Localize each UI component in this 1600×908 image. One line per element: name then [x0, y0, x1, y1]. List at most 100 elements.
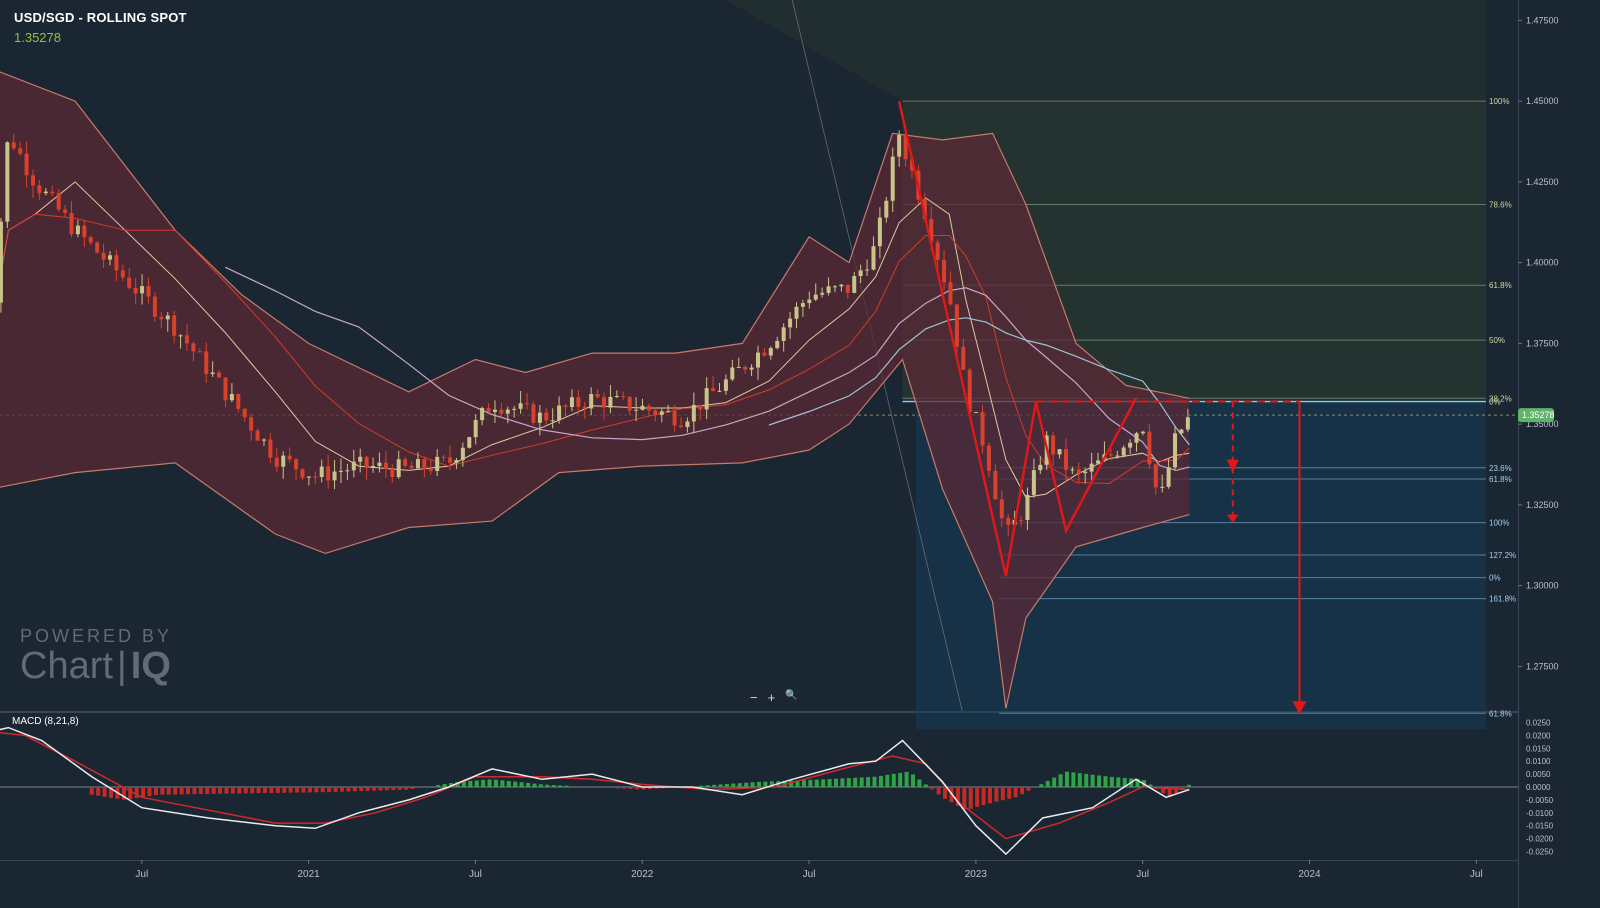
ma-long [768, 317, 1190, 446]
price-tick-label: 1.30000 [1526, 581, 1559, 591]
fib-extension-label: 61.8% [1489, 475, 1512, 484]
candle-body [486, 407, 491, 412]
macd-histogram-bar [1071, 772, 1076, 787]
candle-body [877, 217, 882, 247]
candle-body [326, 466, 331, 481]
zoom-out-button[interactable]: − [750, 690, 758, 705]
time-tick-label: Jul [803, 869, 816, 880]
candle-body [390, 468, 395, 477]
chartiq-watermark: POWERED BY Chart | IQ [20, 626, 172, 688]
candle-body [1025, 494, 1030, 520]
macd-histogram-bar [211, 787, 216, 794]
candle-body [711, 388, 716, 392]
fib-extension-label: 61.8% [1489, 709, 1512, 718]
zoom-reset-icon[interactable]: 🔍 [785, 690, 798, 701]
candle-body [845, 284, 850, 293]
macd-histogram-bar [827, 779, 832, 787]
macd-histogram-bar [1007, 787, 1012, 799]
candle-body [1140, 431, 1145, 434]
candle-body [768, 348, 773, 356]
candle-body [749, 367, 754, 370]
candle-body [377, 462, 382, 467]
candle-body [961, 346, 966, 370]
candle-body [621, 396, 626, 398]
candle-body [569, 397, 574, 407]
candle-body [999, 499, 1004, 519]
macd-histogram-bar [1064, 771, 1069, 787]
macd-histogram-bar [339, 787, 344, 792]
macd-histogram-bar [153, 787, 158, 796]
candle-body [942, 259, 947, 283]
fib-extension-label: 100% [1489, 519, 1509, 528]
candle-body [69, 212, 74, 235]
macd-histogram-bar [224, 787, 229, 794]
candle-body [595, 393, 600, 398]
candle-body [409, 465, 414, 469]
watermark-chart: Chart [20, 645, 113, 687]
candle-body [929, 219, 934, 243]
candle-body [512, 408, 517, 410]
candle-body [813, 294, 818, 300]
candle-body [1031, 470, 1036, 495]
fib-label: 78.6% [1489, 200, 1512, 209]
candle-body [300, 469, 305, 478]
candle-body [281, 455, 286, 467]
macd-histogram-bar [981, 787, 986, 806]
macd-histogram-bar [641, 787, 646, 790]
fib-extension-label: 0% [1489, 574, 1501, 583]
ma-slow [224, 266, 1190, 472]
time-tick-label: 2021 [298, 869, 321, 880]
candle-body [717, 390, 722, 392]
candle-body [1121, 447, 1126, 456]
macd-label: MACD (8,21,8) [12, 716, 79, 727]
candle-body [165, 315, 170, 320]
macd-tick-label: 0.0000 [1526, 783, 1551, 792]
candle-body [178, 335, 183, 337]
candle-body [473, 420, 478, 438]
macd-histogram-bar [449, 783, 454, 787]
candle-body [428, 468, 433, 471]
candle-body [24, 153, 29, 176]
candle-body [679, 425, 684, 427]
macd-histogram-bar [1174, 787, 1179, 794]
macd-histogram-bar [647, 787, 652, 790]
trend-channel-fill [725, 0, 1486, 102]
macd-histogram-bar [1122, 777, 1127, 787]
candle-body [223, 377, 228, 401]
time-tick-label: 2023 [965, 869, 988, 880]
bollinger-upper [0, 71, 1190, 399]
candle-body [890, 156, 895, 201]
symbol-title[interactable]: USD/SGD - ROLLING SPOT [14, 10, 187, 25]
candle-body [319, 466, 324, 478]
zoom-in-button[interactable]: + [767, 690, 776, 705]
macd-histogram-bar [468, 780, 473, 787]
macd-histogram-bar [186, 787, 191, 795]
macd-histogram-bar [1103, 776, 1108, 787]
macd-histogram-bar [404, 787, 409, 790]
macd-panel: 0.0250 0.0200 0.0150 0.0100 0.0050 0.0000 -0.0… [0, 718, 1554, 857]
candle-body [852, 276, 857, 293]
candle-body [1179, 429, 1184, 434]
candle-body [788, 318, 793, 328]
macd-histogram-bar [237, 787, 242, 794]
candle-body [589, 393, 594, 409]
macd-histogram-bar [917, 779, 922, 787]
candle-body [217, 372, 222, 378]
macd-tick-label: 0.0150 [1526, 744, 1551, 753]
candle-body [396, 459, 401, 477]
macd-histogram-bar [121, 787, 126, 800]
candle-body [627, 396, 632, 411]
macd-histogram-bar [198, 787, 203, 795]
pattern-line [897, 100, 1138, 577]
candle-body [460, 447, 465, 461]
macd-histogram-bar [128, 787, 133, 800]
candle-body [18, 148, 23, 154]
candle-body [364, 456, 369, 468]
macd-histogram-bar [1084, 773, 1089, 787]
macd-histogram-bar [654, 787, 659, 789]
macd-tick-label: 0.0050 [1526, 770, 1551, 779]
macd-histogram-bar [898, 772, 903, 787]
macd-histogram-bar [635, 787, 640, 790]
macd-histogram-bar [262, 787, 267, 794]
